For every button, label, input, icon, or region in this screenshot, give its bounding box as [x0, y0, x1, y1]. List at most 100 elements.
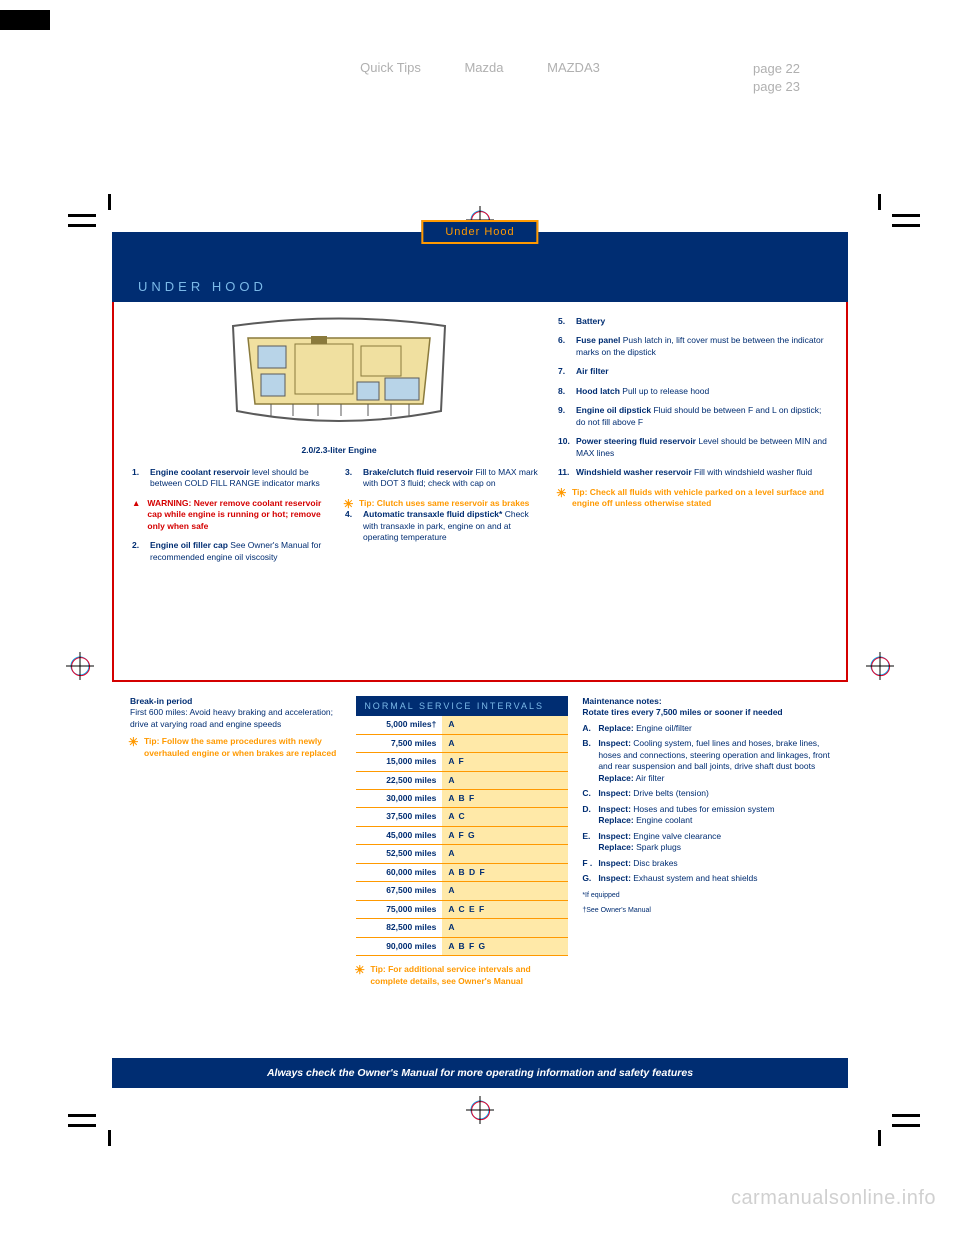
codes-cell: A: [442, 716, 568, 733]
miles-cell: 52,500 miles: [356, 845, 442, 862]
miles-cell: 75,000 miles: [356, 901, 442, 918]
list-item: 3.Brake/clutch fluid reservoir Fill to M…: [345, 467, 546, 490]
legend-item: A.Replace: Engine oil/filter: [582, 723, 830, 734]
sun-icon: ☀: [556, 485, 567, 501]
footer-band: Always check the Owner's Manual for more…: [112, 1058, 848, 1088]
miles-cell: 67,500 miles: [356, 882, 442, 899]
legend-letter: C.: [582, 788, 594, 799]
codes-cell: A: [442, 772, 568, 789]
watermark: carmanualsonline.info: [731, 1187, 936, 1210]
codes-cell: A: [442, 919, 568, 936]
item-number: 4.: [345, 509, 359, 543]
table-row: 7,500 milesA: [356, 735, 568, 753]
tip-text: ☀Tip: Check all fluids with vehicle park…: [558, 487, 828, 510]
table-row: 22,500 milesA: [356, 772, 568, 790]
miles-cell: 37,500 miles: [356, 808, 442, 825]
list-item: 6.Fuse panel Push latch in, lift cover m…: [558, 335, 828, 358]
item-text: Fuse panel Push latch in, lift cover mus…: [576, 335, 828, 358]
item-text: Engine coolant reservoir level should be…: [150, 467, 333, 490]
list-item: 9.Engine oil dipstick Fluid should be be…: [558, 405, 828, 428]
legend-letter: G.: [582, 873, 594, 884]
section-title: UNDER HOOD: [138, 279, 267, 294]
sun-icon: ☀: [343, 496, 354, 512]
legend-rotate: Rotate tires every 7,500 miles or sooner…: [582, 707, 830, 718]
list-item: 1.Engine coolant reservoir level should …: [132, 467, 333, 490]
table-row: 45,000 milesA F G: [356, 827, 568, 845]
page-header: Quick Tips Mazda MAZDA3 page 22 page 23: [0, 60, 960, 75]
engine-caption: 2.0/2.3-liter Engine: [132, 445, 546, 456]
list-item: 2.Engine oil filler cap See Owner's Manu…: [132, 540, 333, 563]
tab-label: Under Hood: [421, 220, 538, 244]
legend-column: Maintenance notes: Rotate tires every 7,…: [582, 696, 830, 1048]
table-row: 15,000 milesA F: [356, 753, 568, 771]
miles-cell: 22,500 miles: [356, 772, 442, 789]
item-text: Air filter: [576, 366, 609, 377]
codes-cell: A C: [442, 808, 568, 825]
page-number-1: page 22: [753, 61, 800, 76]
mid-column: 3.Brake/clutch fluid reservoir Fill to M…: [345, 467, 546, 571]
sun-icon: ☀: [128, 734, 139, 750]
miles-cell: 82,500 miles: [356, 919, 442, 936]
engine-figure: 2.0/2.3-liter Engine: [132, 316, 546, 457]
legend-item: G.Inspect: Exhaust system and heat shiel…: [582, 873, 830, 884]
table-row: 52,500 milesA: [356, 845, 568, 863]
breakin-body: First 600 miles: Avoid heavy braking and…: [130, 707, 342, 730]
table-row: 37,500 milesA C: [356, 808, 568, 826]
miles-cell: 7,500 miles: [356, 735, 442, 752]
item-text: Power steering fluid reservoir Level sho…: [576, 436, 828, 459]
item-number: 7.: [558, 366, 572, 377]
legend-item: F .Inspect: Disc brakes: [582, 858, 830, 869]
page-number-2: page 23: [753, 79, 800, 94]
left-column: 1.Engine coolant reservoir level should …: [132, 467, 333, 571]
item-text: Automatic transaxle fluid dipstick* Chec…: [363, 509, 546, 543]
miles-cell: 30,000 miles: [356, 790, 442, 807]
page-body: Under Hood UNDER HOOD: [112, 232, 848, 1088]
note-manual: †See Owner's Manual: [582, 906, 830, 915]
table-row: 5,000 miles†A: [356, 716, 568, 734]
top-band: Under Hood UNDER HOOD: [112, 234, 848, 302]
table-row: 67,500 milesA: [356, 882, 568, 900]
service-table: NORMAL SERVICE INTERVALS 5,000 miles†A7,…: [356, 696, 568, 956]
registration-mark: [66, 652, 94, 680]
item-text: Engine oil dipstick Fluid should be betw…: [576, 405, 828, 428]
tip-text: ☀Tip: Clutch uses same reservoir as brak…: [345, 498, 546, 509]
item-number: 5.: [558, 316, 572, 327]
header-model: MAZDA3: [547, 60, 600, 75]
list-item: 4.Automatic transaxle fluid dipstick* Ch…: [345, 509, 546, 543]
footer-text: Always check the Owner's Manual for more…: [267, 1067, 693, 1079]
breakin-head: Break-in period: [130, 696, 342, 707]
item-number: 3.: [345, 467, 359, 490]
legend-item: D.Inspect: Hoses and tubes for emission …: [582, 804, 830, 827]
breakin-column: Break-in period First 600 miles: Avoid h…: [130, 696, 342, 1048]
warning-icon: ▲: [132, 498, 140, 532]
item-number: 11.: [558, 467, 572, 478]
item-number: 9.: [558, 405, 572, 428]
list-item: 5.Battery: [558, 316, 828, 327]
codes-cell: A: [442, 735, 568, 752]
header-left: Quick Tips: [360, 60, 421, 75]
table-row: 75,000 milesA C E F: [356, 901, 568, 919]
codes-cell: A C E F: [442, 901, 568, 918]
codes-cell: A: [442, 845, 568, 862]
service-table-header: NORMAL SERVICE INTERVALS: [356, 696, 568, 716]
list-item: 10.Power steering fluid reservoir Level …: [558, 436, 828, 459]
header-brand: Mazda: [464, 60, 503, 75]
sun-icon: ☀: [354, 962, 365, 978]
legend-head: Maintenance notes:: [582, 696, 830, 707]
codes-cell: A F G: [442, 827, 568, 844]
table-row: 60,000 milesA B D F: [356, 864, 568, 882]
black-tab: [0, 10, 50, 30]
legend-letter: F .: [582, 858, 594, 869]
list-item: 11.Windshield washer reservoir Fill with…: [558, 467, 828, 478]
miles-cell: 90,000 miles: [356, 938, 442, 955]
item-number: 6.: [558, 335, 572, 358]
codes-cell: A B F: [442, 790, 568, 807]
table-row: 90,000 milesA B F G: [356, 938, 568, 956]
legend-item: C.Inspect: Drive belts (tension): [582, 788, 830, 799]
codes-cell: A B D F: [442, 864, 568, 881]
legend-letter: E.: [582, 831, 594, 854]
item-number: 1.: [132, 467, 146, 490]
registration-mark: [866, 652, 894, 680]
breakin-tip: ☀ Tip: Follow the same procedures with n…: [130, 736, 342, 759]
legend-letter: D.: [582, 804, 594, 827]
